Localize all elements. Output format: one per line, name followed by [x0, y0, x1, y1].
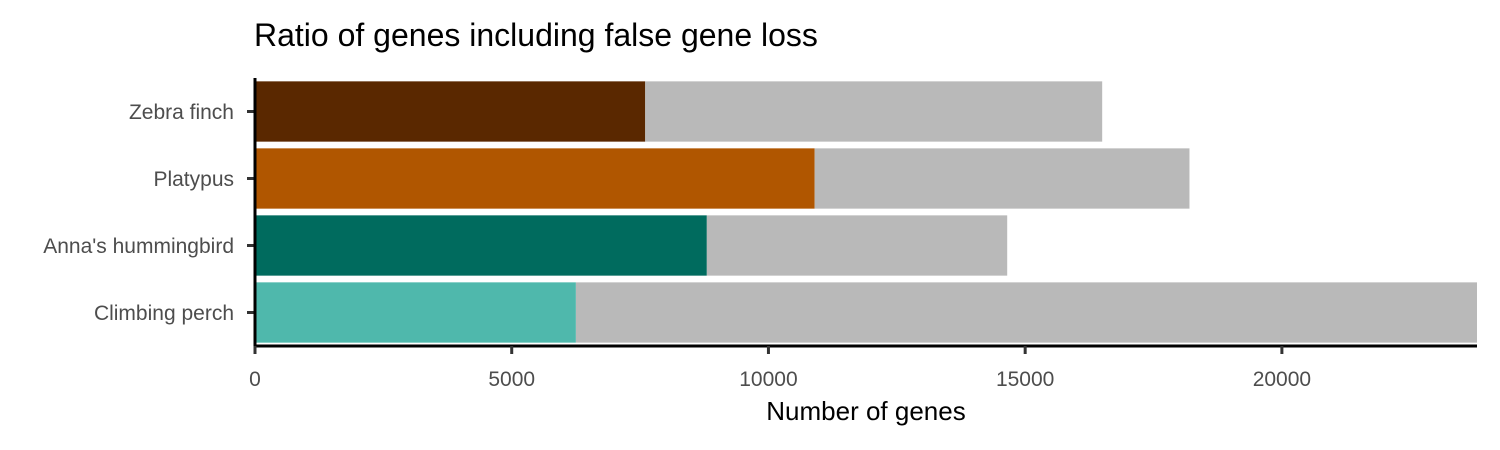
y-tick-label: Anna's hummingbird: [43, 235, 234, 258]
bar-anna-s-hummingbird-segment-2: [706, 215, 1008, 276]
x-tick-label: 0: [249, 368, 261, 391]
bar-platypus-segment-2: [814, 148, 1190, 209]
x-tick-label: 20000: [1253, 368, 1311, 391]
y-tick-label: Climbing perch: [94, 302, 234, 325]
y-tick-label: Zebra finch: [129, 101, 234, 124]
x-axis: 0 5000 10000 15000 20000: [249, 344, 1477, 391]
x-tick-label: 15000: [996, 368, 1054, 391]
bar-anna-s-hummingbird-segment-1: [255, 215, 707, 276]
x-tick-label: 10000: [739, 368, 797, 391]
x-tick-label: 5000: [488, 368, 535, 391]
y-axis: Zebra finch Platypus Anna's hummingbird Cli…: [43, 78, 257, 348]
bar-platypus-segment-1: [255, 148, 815, 209]
y-tick-label: Platypus: [153, 168, 234, 191]
bar-climbing-perch-segment-2: [575, 282, 1477, 343]
bar-zebra-finch-segment-1: [255, 81, 646, 142]
chart-title: Ratio of genes including false gene loss: [254, 17, 818, 53]
bar-climbing-perch-segment-1: [255, 282, 576, 343]
x-axis-title: Number of genes: [766, 396, 965, 426]
bar-zebra-finch-segment-2: [645, 81, 1103, 142]
bars-group: [255, 81, 1477, 343]
